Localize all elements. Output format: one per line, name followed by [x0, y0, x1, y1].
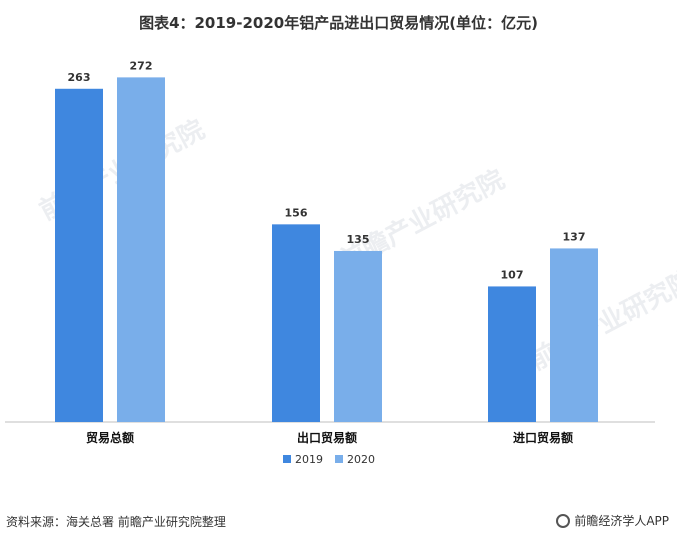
category-label: 进口贸易额 [513, 430, 573, 445]
legend-label: 2020 [347, 453, 375, 466]
legend-swatch-2019 [283, 455, 291, 463]
bar-chart: 263 272 贸易总额 156 135 出口贸易额 107 137 进口贸易额 2019 2020 [5, 59, 655, 466]
bar-2019 [55, 88, 103, 423]
data-label: 156 [285, 206, 308, 219]
bar-2020 [550, 248, 598, 422]
bar-2019 [488, 286, 536, 422]
data-label: 272 [130, 59, 153, 72]
data-label: 107 [501, 268, 524, 281]
chart-title: 图表4：2019-2020年铝产品进出口贸易情况(单位：亿元) [139, 14, 538, 32]
category-label: 贸易总额 [86, 430, 134, 445]
legend-label: 2019 [295, 453, 323, 466]
data-label: 137 [563, 230, 586, 243]
bar-2019 [272, 224, 320, 422]
bar-2020 [334, 250, 382, 422]
data-label: 135 [347, 233, 370, 246]
data-label: 263 [68, 71, 91, 84]
bar-2020 [117, 77, 165, 422]
brand-logo-icon [556, 513, 571, 528]
source-note: 资料来源：海关总署 前瞻产业研究院整理 [6, 515, 226, 529]
brand-text: 前瞻经济学人APP [574, 514, 669, 528]
legend-swatch-2020 [335, 455, 343, 463]
brand: 前瞻经济学人APP [556, 512, 669, 529]
category-label: 出口贸易额 [297, 430, 357, 445]
